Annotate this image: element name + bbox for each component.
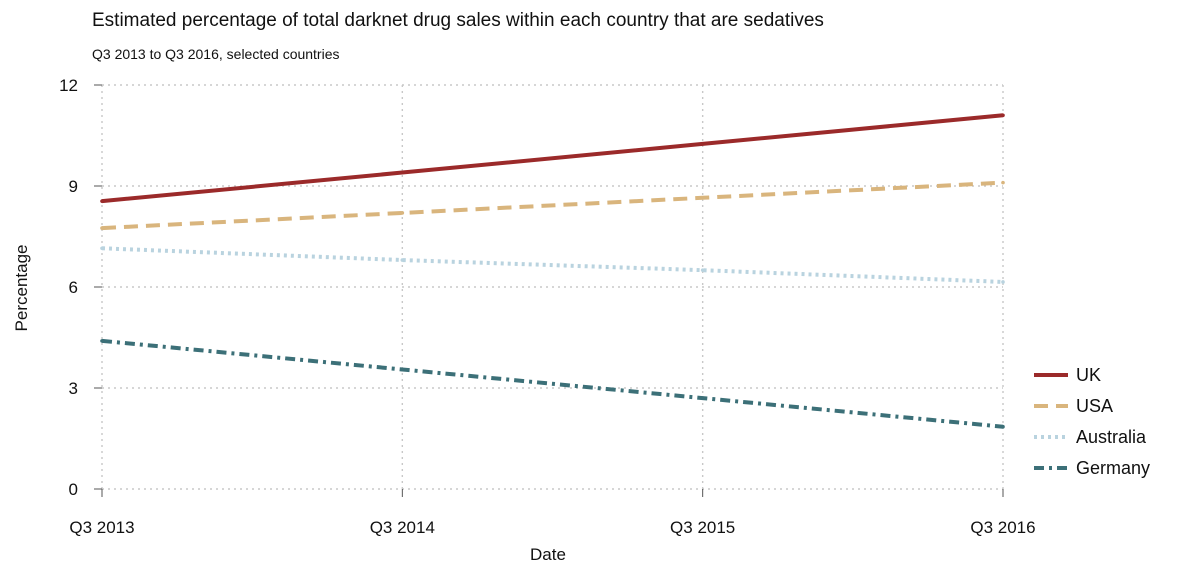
series-line-uk (101, 113, 1004, 204)
chart-subtitle: Q3 2013 to Q3 2016, selected countries (92, 46, 340, 62)
legend-label-germany: Germany (1076, 458, 1150, 478)
x-tick-label-3: Q3 2016 (970, 518, 1035, 537)
x-tick-label-1: Q3 2014 (370, 518, 435, 537)
y-tick-label-4: 12 (59, 76, 78, 95)
point-uk-3 (1001, 113, 1005, 118)
point-germany-0 (100, 339, 104, 343)
point-germany-3 (1001, 424, 1005, 429)
x-tick-label-2: Q3 2015 (670, 518, 735, 537)
series-line-australia (101, 246, 1004, 284)
point-australia-2 (700, 268, 705, 272)
y-tick-label-2: 6 (69, 278, 78, 297)
point-germany-1 (400, 367, 405, 372)
chart-title: Estimated percentage of total darknet dr… (92, 10, 824, 31)
y-axis-title: Percentage (12, 245, 31, 332)
point-australia-0 (100, 246, 104, 251)
point-usa-0 (100, 226, 104, 230)
point-uk-1 (400, 170, 405, 175)
x-tick-label-0: Q3 2013 (69, 518, 134, 537)
point-usa-2 (700, 195, 705, 200)
grid (101, 84, 1004, 490)
point-uk-0 (100, 199, 104, 203)
y-tick-label-1: 3 (69, 379, 78, 398)
axes: 0 3 6 9 12 Q3 2013 Q3 2014 Q3 2015 Q3 2016 (59, 76, 1036, 537)
legend-label-usa: USA (1076, 396, 1113, 416)
y-tick-label-3: 9 (69, 177, 78, 196)
series-line-usa (101, 180, 1004, 231)
series-line-germany (101, 338, 1004, 429)
x-axis-title: Date (530, 545, 566, 564)
point-uk-2 (700, 142, 705, 146)
legend-label-uk: UK (1076, 365, 1101, 385)
legend-label-australia: Australia (1076, 427, 1147, 447)
point-australia-3 (1001, 280, 1005, 284)
point-germany-2 (700, 396, 705, 400)
y-tick-label-0: 0 (69, 480, 78, 499)
legend: UK USA Australia Germany (1034, 365, 1150, 478)
point-usa-3 (1001, 180, 1005, 185)
point-australia-1 (400, 258, 405, 262)
point-usa-1 (400, 211, 405, 215)
series-lines (100, 113, 1005, 429)
